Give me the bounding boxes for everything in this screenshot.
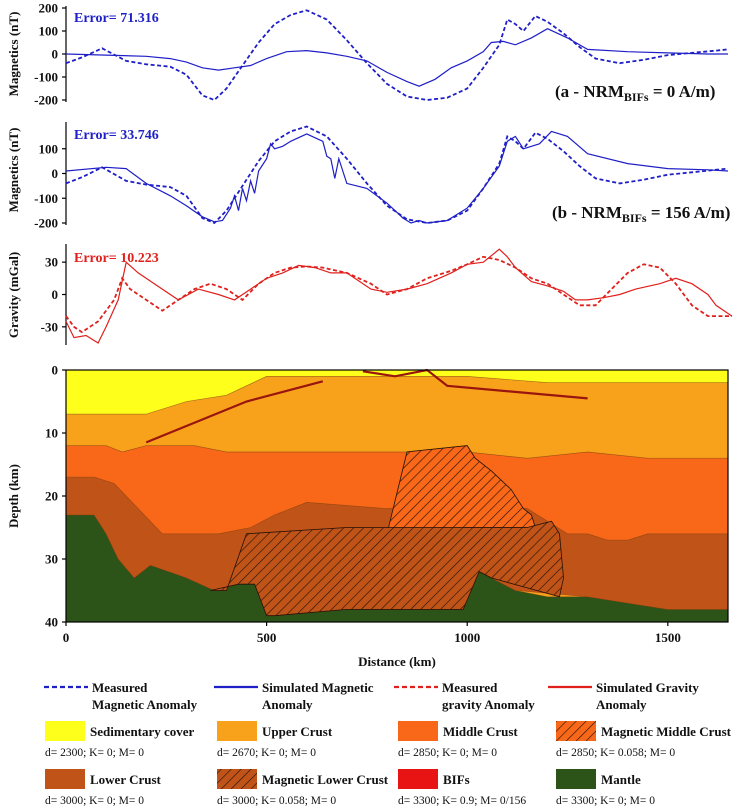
panel-b-magnetics-nrm-156: 100 0 -100 -200 Magnetics (nT) Error= 33.74… bbox=[6, 122, 730, 231]
y-tick-label: 100 bbox=[39, 24, 59, 39]
y-tick-label: 0 bbox=[52, 166, 59, 181]
y-tick-label: -30 bbox=[41, 319, 58, 334]
y-tick-label: 10 bbox=[45, 426, 58, 441]
legend-swatch-hatch bbox=[217, 769, 257, 789]
legend: Measured Magnetic Anomaly Simulated Magnet… bbox=[44, 680, 732, 807]
cross-section-xlabel: Distance (km) bbox=[358, 654, 436, 669]
legend-label: Anomaly bbox=[596, 697, 647, 712]
y-tick-label: -100 bbox=[34, 70, 58, 85]
legend-label: Sedimentary cover bbox=[90, 724, 195, 739]
panel-c-y-ticks: 30 0 -30 bbox=[41, 255, 66, 334]
panel-d-cross-section: 0 500 1000 1500 0 10 20 30 40 Distance (km) Dept… bbox=[6, 363, 729, 669]
panel-c-error: Error= 10.223 bbox=[74, 251, 159, 266]
panel-a-y-ticks: 200 100 0 -100 -200 bbox=[34, 1, 66, 108]
y-tick-label: 30 bbox=[45, 552, 58, 567]
legend-bifs: BIFs d= 3300; K= 0.9; M= 0/156 bbox=[398, 769, 526, 807]
x-tick-label: 500 bbox=[257, 630, 277, 645]
legend-upper: Upper Crust d= 2670; K= 0; M= 0 bbox=[217, 721, 333, 759]
panel-b-case-label: (b - NRMBIFs = 156 A/m) bbox=[552, 203, 730, 225]
panel-a-error: Error= 71.316 bbox=[74, 11, 159, 26]
legend-label: gravity Anomaly bbox=[442, 697, 535, 712]
legend-params: d= 3000; K= 0.058; M= 0 bbox=[217, 795, 336, 807]
legend-params: d= 2850; K= 0.058; M= 0 bbox=[556, 747, 675, 759]
y-tick-label: 40 bbox=[45, 615, 58, 630]
panel-a-case-label: (a - NRMBIFs = 0 A/m) bbox=[555, 82, 715, 104]
y-tick-label: 20 bbox=[45, 489, 58, 504]
y-tick-label: 0 bbox=[52, 287, 59, 302]
panel-c-ylabel: Gravity (mGal) bbox=[6, 252, 21, 338]
legend-swatch bbox=[556, 769, 596, 789]
y-tick-label: -100 bbox=[34, 191, 58, 206]
legend-sim_mag: Simulated Magnetic Anomaly bbox=[214, 680, 374, 712]
legend-params: d= 2300; K= 0; M= 0 bbox=[45, 747, 144, 759]
panel-b-y-ticks: 100 0 -100 -200 bbox=[34, 141, 66, 231]
cross-section-ylabel: Depth (km) bbox=[6, 464, 21, 528]
legend-swatch bbox=[45, 769, 85, 789]
cross-section-ticks: 0 500 1000 1500 0 10 20 30 40 bbox=[45, 363, 681, 646]
legend-lower: Lower Crust d= 3000; K= 0; M= 0 bbox=[45, 769, 162, 807]
y-tick-label: 100 bbox=[39, 141, 59, 156]
legend-meas_grav: Measured gravity Anomaly bbox=[394, 680, 535, 712]
legend-swatch bbox=[45, 721, 85, 741]
measured-series-line bbox=[65, 9, 729, 102]
x-tick-label: 0 bbox=[63, 630, 70, 645]
y-tick-label: 0 bbox=[52, 363, 59, 378]
magnetic-lower-crust-layer-hatch bbox=[210, 520, 564, 617]
legend-label: Magnetic Middle Crust bbox=[601, 724, 732, 739]
legend-mantle: Mantle d= 3300; K= 0; M= 0 bbox=[556, 769, 655, 807]
legend-label: Magnetic Anomaly bbox=[92, 697, 198, 712]
x-tick-label: 1000 bbox=[454, 630, 480, 645]
legend-label: Simulated Gravity bbox=[596, 680, 699, 695]
y-tick-label: 200 bbox=[39, 1, 59, 16]
legend-swatch bbox=[398, 769, 438, 789]
legend-label: Measured bbox=[92, 680, 148, 695]
simulated-series-line bbox=[65, 28, 728, 87]
legend-label: Middle Crust bbox=[443, 724, 518, 739]
legend-swatch-hatch bbox=[556, 721, 596, 741]
legend-swatch bbox=[398, 721, 438, 741]
legend-params: d= 3300; K= 0.9; M= 0/156 bbox=[398, 795, 526, 807]
legend-label: Upper Crust bbox=[262, 724, 333, 739]
x-tick-label: 1500 bbox=[655, 630, 681, 645]
measured-series-line bbox=[65, 125, 729, 225]
legend-params: d= 2850; K= 0; M= 0 bbox=[398, 747, 497, 759]
legend-label: Measured bbox=[442, 680, 498, 695]
panel-b-error: Error= 33.746 bbox=[74, 128, 159, 143]
y-tick-label: -200 bbox=[34, 216, 58, 231]
panel-a-ylabel: Magnetics (nT) bbox=[6, 12, 21, 97]
legend-meas_mag: Measured Magnetic Anomaly bbox=[44, 680, 198, 712]
simulated-series-line bbox=[65, 130, 729, 224]
panel-c-gravity: 30 0 -30 Gravity (mGal) Error= 10.223 bbox=[6, 244, 733, 345]
legend-params: d= 3300; K= 0; M= 0 bbox=[556, 795, 655, 807]
panel-a-magnetics-no-nrm: 200 100 0 -100 -200 Magnetics (nT) Error= 71… bbox=[6, 1, 729, 108]
bifs-body bbox=[145, 380, 324, 444]
legend-sedimentary: Sedimentary cover d= 2300; K= 0; M= 0 bbox=[45, 721, 195, 759]
legend-label: Simulated Magnetic bbox=[262, 680, 374, 695]
panel-b-ylabel: Magnetics (nT) bbox=[6, 128, 21, 213]
legend-mag-lower: Magnetic Lower Crust d= 3000; K= 0.058; M… bbox=[217, 769, 389, 807]
legend-label: Lower Crust bbox=[90, 772, 162, 787]
legend-label: Magnetic Lower Crust bbox=[262, 772, 389, 787]
y-tick-label: 30 bbox=[45, 255, 58, 270]
legend-swatch bbox=[217, 721, 257, 741]
legend-mag-middle: Magnetic Middle Crust d= 2850; K= 0.058; … bbox=[556, 721, 732, 759]
legend-label: BIFs bbox=[443, 772, 470, 787]
legend-sim_grav: Simulated Gravity Anomaly bbox=[548, 680, 699, 712]
legend-middle: Middle Crust d= 2850; K= 0; M= 0 bbox=[398, 721, 518, 759]
y-tick-label: 0 bbox=[52, 47, 59, 62]
simulated-series-line bbox=[65, 248, 733, 344]
legend-label: Anomaly bbox=[262, 697, 313, 712]
legend-params: d= 2670; K= 0; M= 0 bbox=[217, 747, 316, 759]
y-tick-label: -200 bbox=[34, 93, 58, 108]
legend-label: Mantle bbox=[601, 772, 641, 787]
measured-series-line bbox=[65, 255, 732, 334]
legend-params: d= 3000; K= 0; M= 0 bbox=[45, 795, 144, 807]
